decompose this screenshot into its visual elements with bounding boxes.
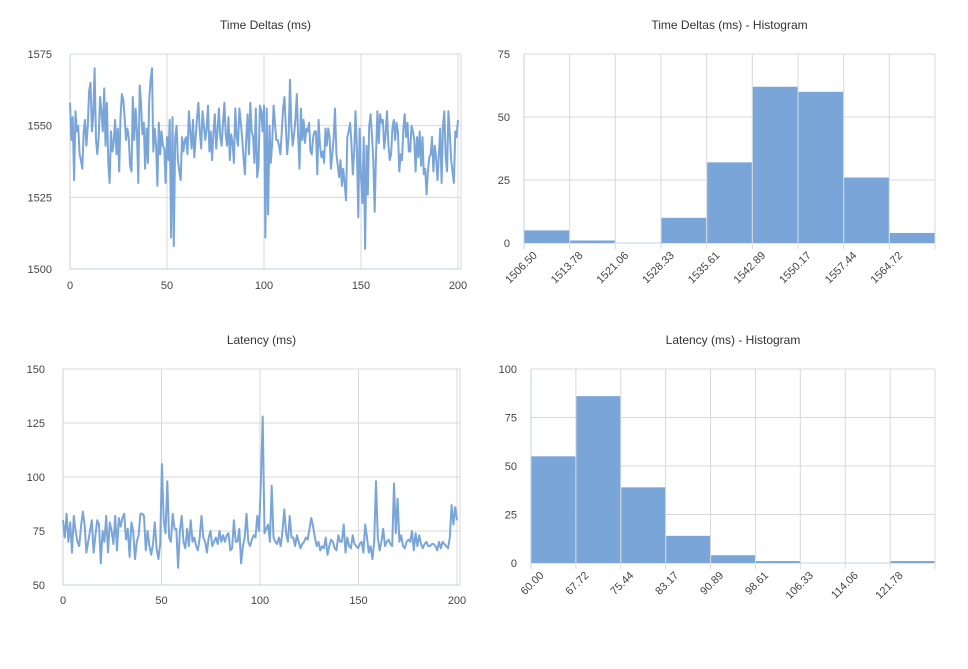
y-tick-label: 1575	[28, 49, 52, 61]
histogram-bar	[531, 456, 576, 563]
x-tick-label: 114.06	[829, 570, 861, 602]
x-tick-label: 1528.33	[640, 250, 677, 287]
y-tick-label: 1550	[28, 121, 52, 133]
x-tick-label: 1513.78	[549, 250, 586, 287]
x-tick-label: 0	[60, 595, 66, 607]
y-tick-label: 75	[505, 413, 517, 425]
y-tick-label: 50	[33, 580, 45, 592]
histogram-bar	[576, 396, 621, 563]
y-tick-label: 75	[33, 526, 45, 538]
x-tick-label: 1564.72	[869, 250, 906, 287]
y-tick-label: 0	[504, 238, 510, 250]
x-tick-label: 1542.89	[732, 250, 769, 287]
x-tick-label: 50	[155, 595, 167, 607]
x-tick-label: 121.78	[873, 570, 905, 602]
x-tick-label: 200	[448, 595, 466, 607]
histogram-bar	[752, 86, 798, 243]
x-tick-label: 83.17	[653, 570, 681, 598]
x-tick-label: 0	[67, 280, 73, 292]
histogram-bar	[570, 240, 615, 243]
x-tick-label: 100	[251, 595, 269, 607]
x-tick-label: 75.44	[608, 570, 636, 598]
chart-1: Time Deltas (ms) 1500 1525 1550 1575 0 50 100 15…	[28, 18, 468, 292]
x-tick-label: 67.72	[564, 570, 592, 598]
histogram-bar	[844, 177, 889, 243]
y-tick-label: 150	[27, 364, 45, 376]
chart-title: Latency (ms)	[227, 333, 296, 347]
x-tick-label: 1535.61	[686, 250, 723, 287]
x-tick-label: 60.00	[519, 570, 547, 598]
histogram-bar	[524, 230, 570, 243]
x-tick-label: 200	[449, 280, 467, 292]
chart-title: Latency (ms) - Histogram	[666, 333, 801, 347]
series-line	[69, 67, 459, 250]
y-tick-label: 75	[498, 49, 510, 61]
y-tick-label: 1500	[28, 264, 52, 276]
series-line	[62, 415, 458, 569]
y-tick-label: 50	[505, 461, 517, 473]
chart-3: Latency (ms) 50 75 100 125 150 0 50 100 150 200	[27, 333, 467, 607]
x-tick-label: 1550.17	[777, 250, 814, 287]
x-tick-label: 50	[161, 280, 173, 292]
histogram-bar	[711, 555, 755, 563]
chart-4: Latency (ms) - Histogram 0 25 50 75 100 60.00 6…	[499, 333, 936, 602]
x-tick-label: 1521.06	[595, 250, 632, 287]
histogram-bar	[707, 162, 752, 243]
chart-2: Time Deltas (ms) - Histogram 0 25 50 75 1506.…	[498, 18, 936, 287]
histogram-bar	[621, 487, 666, 563]
chart-title: Time Deltas (ms)	[220, 18, 311, 32]
histogram-bar	[890, 561, 935, 563]
y-tick-label: 1525	[28, 192, 52, 204]
histogram-bar	[755, 561, 800, 563]
x-tick-label: 150	[352, 280, 370, 292]
y-tick-label: 25	[498, 175, 510, 187]
y-tick-label: 50	[498, 112, 510, 124]
histogram-bar	[889, 232, 935, 243]
x-tick-label: 90.89	[698, 570, 726, 598]
histogram-bar	[661, 217, 707, 243]
x-tick-label: 150	[349, 595, 367, 607]
x-tick-label: 100	[255, 280, 273, 292]
chart-title: Time Deltas (ms) - Histogram	[651, 18, 807, 32]
y-tick-label: 100	[27, 472, 45, 484]
y-tick-label: 25	[505, 510, 517, 522]
x-tick-label: 106.33	[784, 570, 816, 602]
x-tick-label: 98.61	[743, 570, 771, 598]
y-tick-label: 100	[499, 364, 517, 376]
histogram-bar	[666, 535, 711, 563]
y-tick-label: 0	[511, 558, 517, 570]
y-tick-label: 125	[27, 418, 45, 430]
x-tick-label: 1557.44	[823, 250, 860, 287]
histogram-bar	[798, 91, 844, 243]
x-tick-label: 1506.50	[503, 250, 540, 287]
